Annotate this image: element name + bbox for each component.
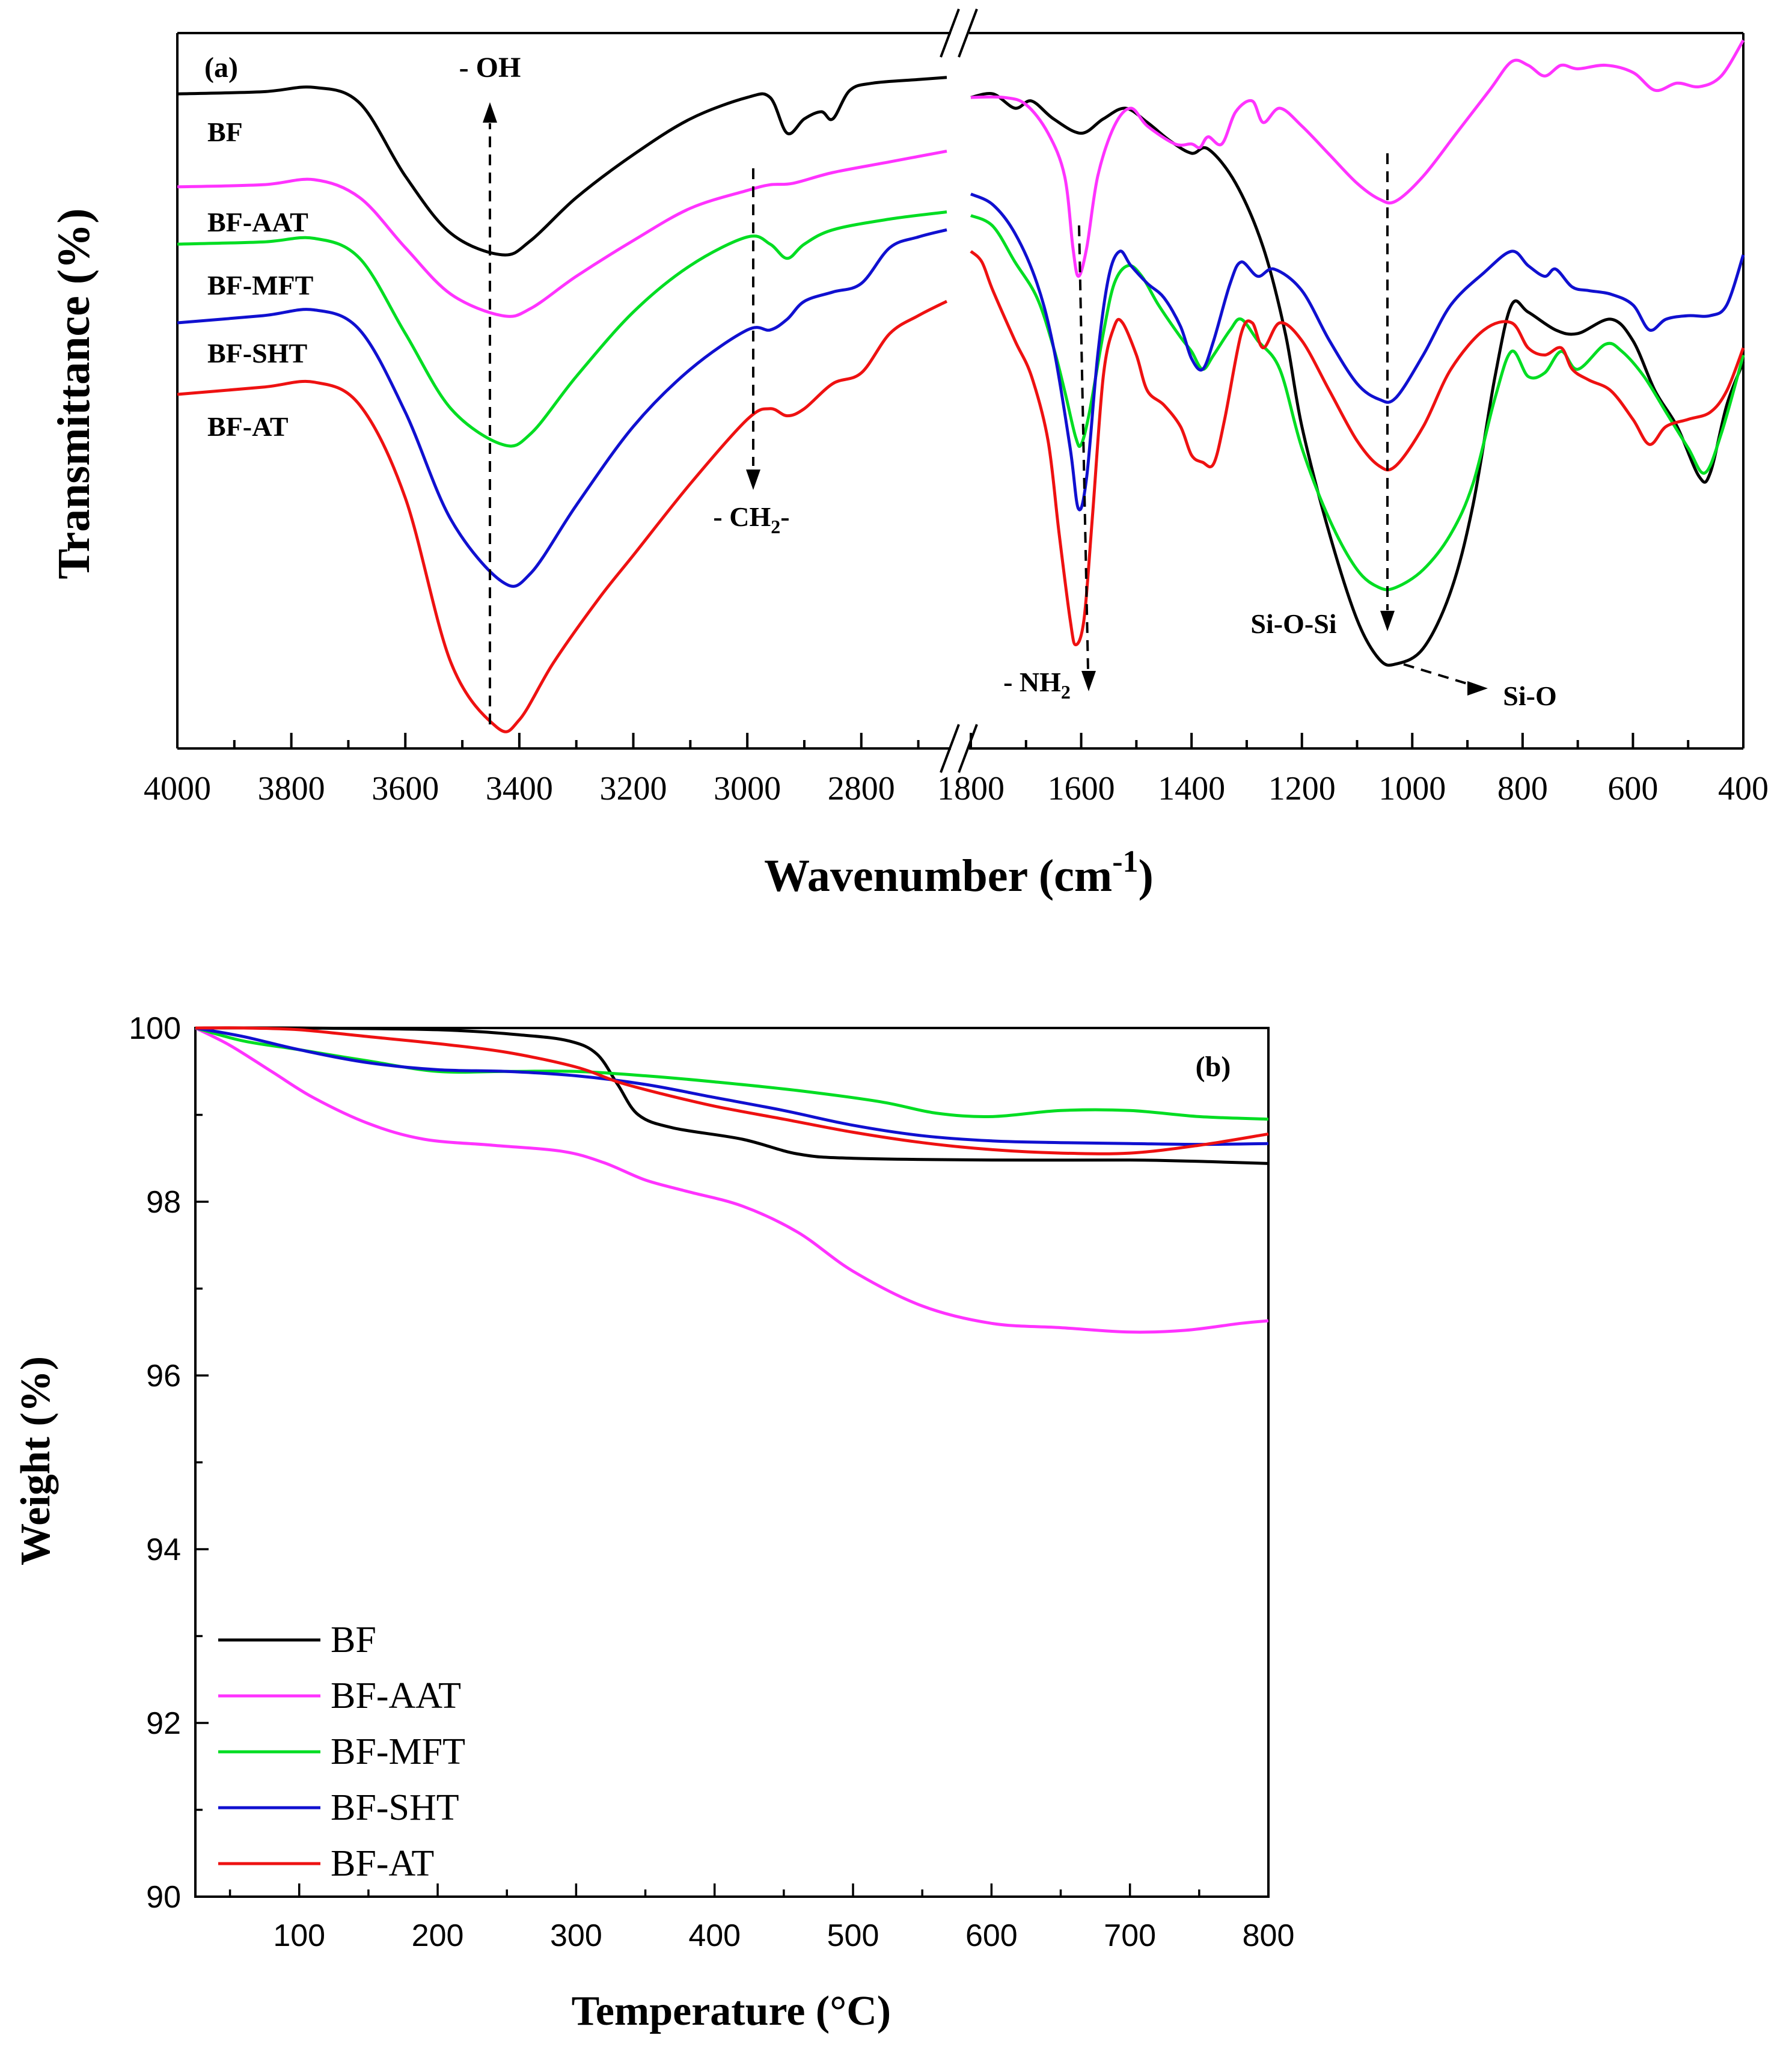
x-tick-label: 1200 (1268, 770, 1336, 807)
x-tick-label: 3400 (486, 770, 553, 807)
y-tick-label: 92 (146, 1706, 181, 1741)
nh2-dashed-line (1078, 225, 1089, 671)
y-tick-label: 96 (146, 1359, 181, 1394)
x-tick-label: 700 (1104, 1918, 1156, 1953)
nh2-arrowhead (1081, 671, 1096, 691)
tga-x-axis-label: Temperature (°C) (572, 1988, 891, 2034)
ftir-curve-bf-at-right (970, 250, 1745, 646)
tga-curve-bf-aat (194, 1026, 1269, 1334)
ch2-label-sub: 2 (771, 516, 780, 537)
ftir-curve-bf-mft-right (970, 214, 1745, 592)
x-tick-label: 200 (412, 1918, 464, 1953)
legend-label: BF-SHT (331, 1787, 459, 1828)
y-tick-label: 100 (129, 1011, 181, 1046)
sioSi-arrowhead (1380, 611, 1395, 631)
axis-break-mark-bottom (940, 724, 960, 773)
tga-curve-bf (195, 1026, 1269, 1165)
x-tick-label: 3000 (714, 770, 781, 807)
ftir-curve-bf-right (970, 91, 1745, 667)
tga-curve-bf-at (195, 1026, 1269, 1155)
nh2-label-main: - NH (1003, 667, 1061, 697)
ftir-curve-bf-sht-right (970, 192, 1745, 512)
x-tick-label: 500 (827, 1918, 879, 1953)
x-tick-label: 800 (1497, 770, 1548, 807)
sio-arrowhead (1467, 681, 1488, 696)
ftir-curve-bf-at-left (177, 300, 948, 733)
x-tick-label: 1000 (1378, 770, 1446, 807)
x-tick-label: 2800 (828, 770, 895, 807)
sioSi-label: Si-O-Si (1250, 608, 1336, 639)
ftir-x-axis-label-main: Wavenumber (cm (764, 851, 1112, 901)
x-tick-label: 1800 (937, 770, 1005, 807)
panel-label: (a) (204, 52, 238, 84)
x-tick-label: 100 (273, 1918, 325, 1953)
x-tick-label: 3800 (258, 770, 325, 807)
ch2-label: - CH2- (713, 501, 789, 537)
ftir-series (177, 39, 1745, 733)
x-tick-label: 1600 (1048, 770, 1115, 807)
panel-label: (b) (1196, 1051, 1231, 1083)
x-tick-label: 3600 (372, 770, 439, 807)
tga-series (194, 1026, 1269, 1334)
ch2-label-main: - CH (713, 501, 771, 532)
curve-label: BF (207, 117, 243, 147)
curve-label: BF-AAT (207, 207, 308, 237)
curve-label: BF-AT (207, 411, 289, 442)
axis-break-mark-top (958, 8, 978, 58)
oh-arrowhead (483, 102, 497, 123)
x-tick-label: 3200 (600, 770, 667, 807)
ftir-x-axis-label-close: ) (1139, 851, 1154, 901)
axis-break-mark-bottom (958, 724, 978, 773)
ftir-curve-bf-left (177, 76, 947, 257)
nh2-label-sub: 2 (1061, 681, 1071, 703)
sio-label: Si-O (1503, 681, 1556, 711)
tga-curve-bf-sht (195, 1026, 1269, 1146)
ftir-panel: 4000 3800 3600 3400 3200 3000 2800 1800 1600 1400… (49, 8, 1769, 901)
nh2-label: - NH2 (1003, 667, 1071, 703)
x-tick-label: 400 (1718, 770, 1769, 807)
curve-label: BF-MFT (207, 270, 313, 301)
legend-label: BF-AAT (331, 1675, 461, 1716)
x-tick-label: 4000 (144, 770, 211, 807)
tga-curve-bf-mft (195, 1026, 1269, 1121)
ftir-curve-bf-aat-left (177, 149, 947, 318)
y-tick-label: 90 (146, 1880, 181, 1915)
y-tick-label: 98 (146, 1185, 181, 1220)
tga-legend: BF BF-AAT BF-MFT BF-SHT BF-AT (218, 1620, 465, 1884)
legend-label: BF (331, 1620, 376, 1660)
ftir-y-axis-label: Transmittance (%) (49, 208, 99, 579)
x-tick-label: 1400 (1158, 770, 1225, 807)
x-tick-label: 600 (1607, 770, 1658, 807)
oh-label: - OH (459, 52, 521, 84)
ftir-curve-bf-sht-left (177, 228, 947, 588)
tga-panel: 100 200 300 400 500 600 700 8009092949698100BFB… (13, 1011, 1294, 2034)
curve-label: BF-SHT (207, 338, 307, 369)
tga-y-axis-label: Weight (%) (13, 1356, 59, 1565)
x-tick-label: 600 (965, 1918, 1018, 1953)
legend-label: BF-AT (331, 1843, 434, 1884)
ftir-curve-bf-mft-left (177, 210, 947, 448)
x-tick-label: 400 (688, 1918, 741, 1953)
ftir-curve-bf-aat-right (970, 39, 1745, 278)
ftir-x-axis-label: Wavenumber (cm-1) (764, 845, 1154, 901)
x-tick-label: 800 (1243, 1918, 1295, 1953)
y-tick-label: 94 (146, 1532, 181, 1567)
sio-dashed-line (1403, 663, 1467, 685)
axis-break-mark-top (940, 8, 960, 58)
x-tick-label: 300 (550, 1918, 602, 1953)
ftir-x-ticks: 4000 3800 3600 3400 3200 3000 2800 1800 1600 1400… (144, 733, 1769, 807)
ftir-x-axis-label-sup: -1 (1112, 845, 1138, 879)
tga-ticks: 100 200 300 400 500 600 700 800 90 92 94 96 98 100 (129, 1011, 1294, 1953)
ch2-label-tail: - (780, 501, 789, 532)
ch2-arrowhead (746, 470, 760, 490)
legend-label: BF-MFT (331, 1731, 465, 1772)
